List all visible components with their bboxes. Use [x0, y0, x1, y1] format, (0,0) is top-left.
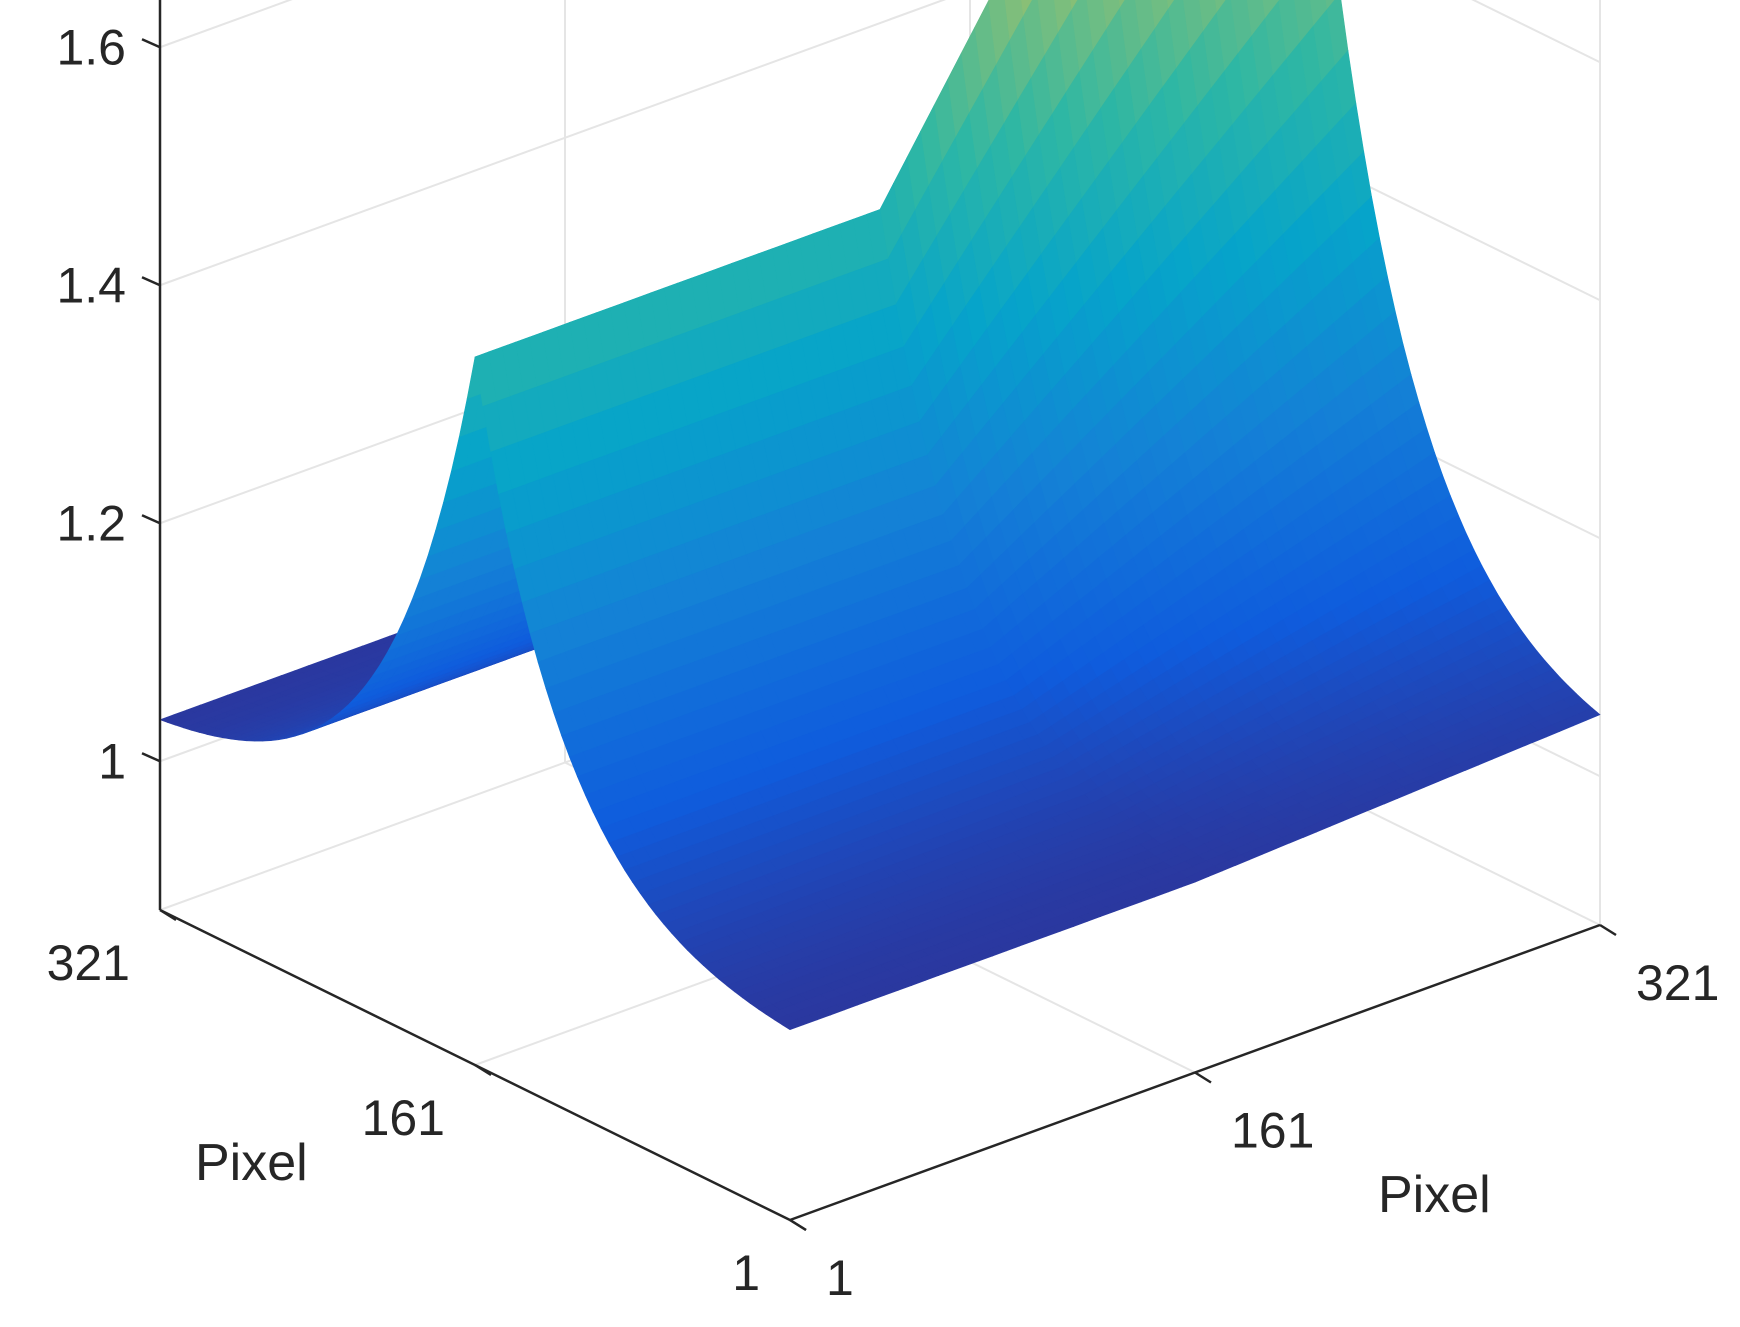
y-tick-label: 1: [826, 1250, 854, 1306]
x-axis-label: Pixel: [195, 1134, 308, 1192]
z-tick-label: 1.2: [56, 495, 126, 551]
z-gridline: [159, 0, 1601, 302]
x-tick-label: 321: [47, 935, 130, 991]
x-tick: [474, 1063, 492, 1077]
z-tick: [141, 514, 161, 525]
y-tick: [1599, 923, 1617, 937]
x-tick: [159, 908, 177, 922]
z-tick: [141, 276, 161, 287]
z-gridline: [159, 0, 1601, 64]
z-tick-label: 1: [98, 733, 126, 789]
surface-layer: [159, 0, 1601, 1031]
y-tick: [1194, 1071, 1212, 1084]
z-tick: [141, 752, 161, 763]
x-tick-label: 1: [732, 1245, 760, 1301]
z-tick: [141, 38, 161, 49]
z-tick-label: 1.4: [56, 257, 126, 313]
y-tick: [789, 1218, 807, 1232]
y-axis-label: Pixel: [1378, 1166, 1491, 1224]
z-tick-label: 1.6: [56, 19, 126, 75]
y-tick-label: 321: [1636, 955, 1719, 1011]
x-tick-label: 161: [362, 1090, 445, 1146]
y-tick-label: 161: [1231, 1103, 1314, 1159]
